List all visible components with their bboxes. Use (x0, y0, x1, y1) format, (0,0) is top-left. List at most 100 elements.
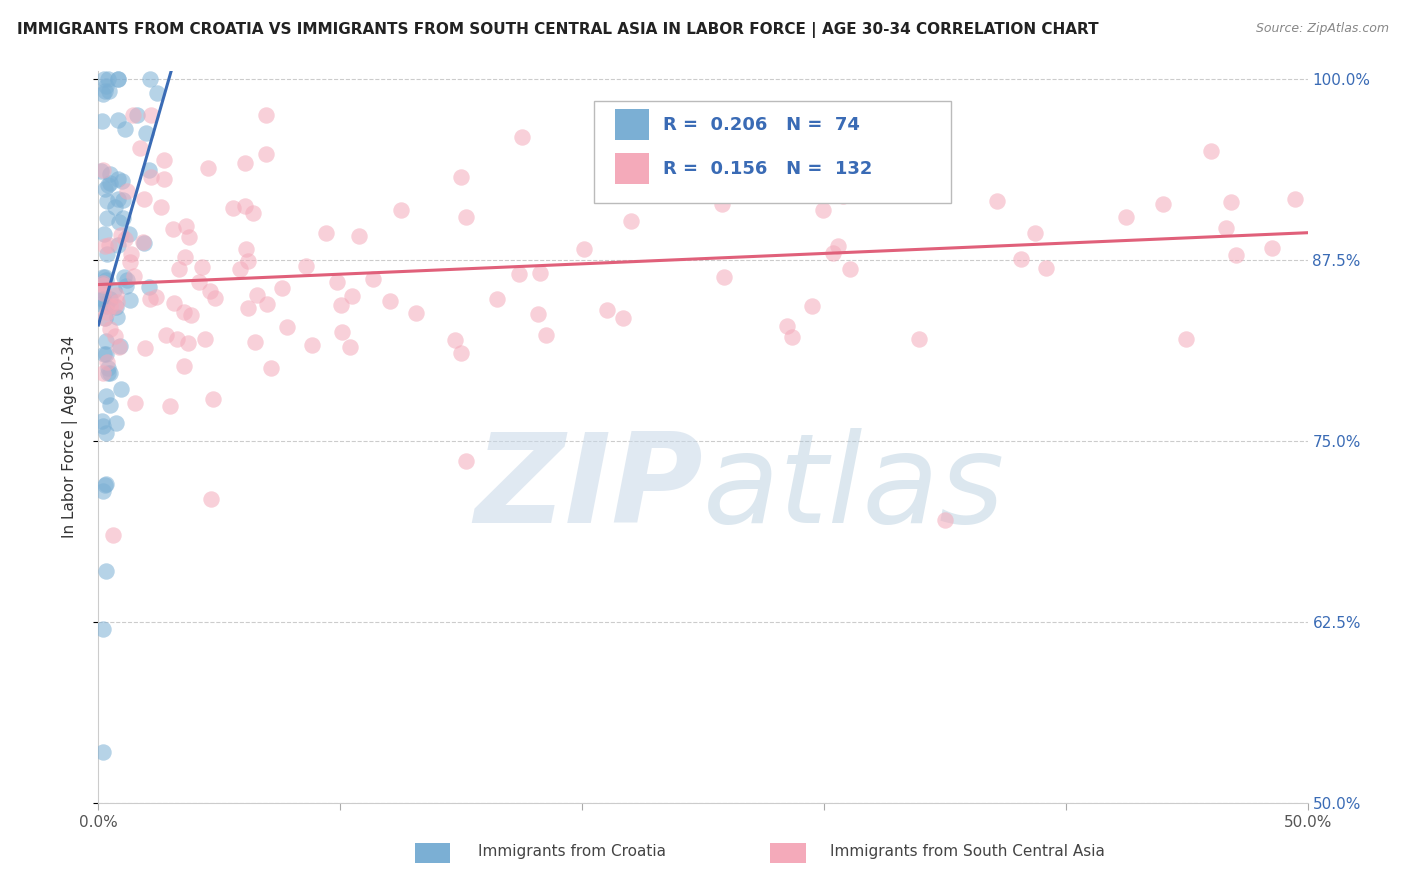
Point (191, 260, 214, 274)
Point (163, 296, 186, 310)
Point (94, 182, 117, 196)
Point (242, 206, 264, 220)
Point (1215, 220, 1237, 235)
Point (103, 528, 125, 542)
Point (1024, 226, 1046, 240)
Point (315, 226, 337, 240)
Point (301, 338, 323, 352)
Point (139, 71, 162, 86)
Point (107, 192, 129, 206)
Point (94, 334, 117, 348)
Point (91, 484, 114, 499)
Point (97, 361, 120, 376)
Point (100, 322, 122, 336)
Point (233, 156, 256, 170)
Y-axis label: In Labor Force | Age 30-34: In Labor Force | Age 30-34 (62, 335, 77, 539)
Point (330, 326, 353, 340)
Point (115, 184, 138, 198)
Point (1115, 210, 1137, 224)
Point (96, 355, 118, 369)
Point (1225, 248, 1247, 262)
Point (98, 292, 121, 306)
Point (811, 203, 834, 218)
Point (94, 426, 117, 441)
Text: R =  0.156   N =  132: R = 0.156 N = 132 (664, 160, 873, 178)
Point (134, 341, 156, 355)
Point (233, 199, 256, 213)
Point (104, 200, 127, 214)
Point (96, 247, 118, 261)
Point (121, 108, 143, 122)
Point (256, 297, 278, 311)
Point (246, 288, 269, 302)
Point (110, 382, 132, 396)
Point (104, 301, 127, 315)
Point (510, 129, 533, 144)
Point (260, 360, 283, 375)
Point (254, 146, 277, 161)
Point (780, 330, 803, 344)
Point (94, 78, 117, 93)
Point (155, 328, 177, 343)
Point (450, 346, 472, 360)
Point (150, 200, 173, 214)
Text: atlas: atlas (703, 428, 1005, 549)
Text: Source: ZipAtlas.com: Source: ZipAtlas.com (1256, 22, 1389, 36)
Text: Immigrants from South Central Asia: Immigrants from South Central Asia (830, 845, 1105, 859)
Point (94, 270, 117, 285)
Point (710, 197, 733, 211)
Point (129, 141, 152, 155)
Point (91, 285, 114, 300)
Point (713, 269, 735, 284)
Point (389, 202, 412, 217)
Point (378, 293, 401, 308)
Point (173, 359, 195, 373)
Point (103, 283, 125, 297)
Point (93, 84, 115, 98)
Point (508, 267, 530, 281)
Point (93, 311, 115, 326)
Point (141, 108, 163, 122)
Point (238, 254, 260, 268)
Point (221, 201, 243, 215)
Point (112, 194, 135, 208)
Point (194, 332, 217, 346)
Point (124, 396, 146, 410)
Point (94, 477, 117, 491)
Point (146, 86, 169, 100)
Point (98, 366, 121, 380)
Point (91, 292, 114, 306)
Point (90, 164, 112, 178)
Point (91, 278, 114, 293)
Point (98, 238, 121, 252)
Point (526, 307, 548, 321)
Point (138, 280, 160, 294)
Point (153, 171, 176, 186)
Point (243, 334, 266, 349)
Point (111, 173, 134, 187)
Point (124, 268, 146, 283)
Point (839, 262, 862, 277)
Point (107, 71, 129, 86)
Point (342, 288, 364, 302)
Point (197, 161, 219, 175)
Point (138, 163, 160, 178)
Point (94, 564, 117, 578)
Point (105, 294, 128, 309)
Point (174, 219, 197, 234)
Point (361, 272, 384, 286)
Point (748, 157, 770, 171)
Point (94, 347, 117, 361)
Point (94, 239, 117, 253)
Point (152, 153, 174, 167)
Point (200, 491, 222, 506)
Text: IMMIGRANTS FROM CROATIA VS IMMIGRANTS FROM SOUTH CENTRAL ASIA IN LABOR FORCE | A: IMMIGRANTS FROM CROATIA VS IMMIGRANTS FR… (17, 22, 1098, 38)
Point (529, 267, 551, 281)
Point (115, 279, 138, 293)
Point (127, 108, 149, 122)
Point (98, 398, 121, 412)
Point (114, 232, 136, 246)
Point (620, 214, 643, 228)
Point (97, 366, 120, 380)
Point (91, 270, 114, 285)
